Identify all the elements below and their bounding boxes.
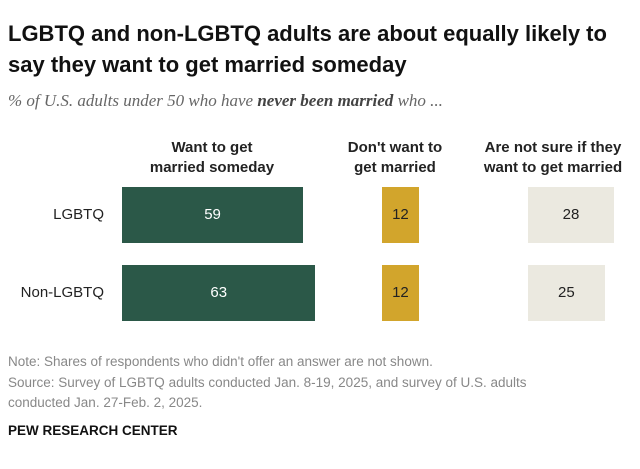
value-label: 63: [210, 284, 228, 301]
chart-title: LGBTQ and non-LGBTQ adults are about equ…: [8, 21, 607, 77]
value-label: 59: [204, 206, 221, 223]
bar: [122, 265, 316, 321]
bar: [382, 265, 419, 321]
value-label: 12: [392, 284, 409, 301]
bar: [382, 187, 419, 243]
note: Note: Shares of respondents who didn't o…: [8, 354, 433, 369]
bar: [528, 265, 605, 321]
footer: PEW RESEARCH CENTER: [8, 423, 178, 438]
value-label: 12: [392, 206, 409, 223]
category-label: Non-LGBTQ: [20, 284, 104, 301]
value-label: 28: [562, 206, 580, 223]
value-label: 25: [558, 284, 575, 301]
column-header: Don't want to get married: [347, 139, 443, 176]
bar: [528, 187, 614, 243]
subtitle-emphasis: never been married: [257, 91, 394, 110]
subtitle-part: % of U.S. adults under 50 who have: [8, 91, 258, 110]
source: Source: Survey of LGBTQ adults conducted…: [8, 375, 527, 410]
bar: [122, 187, 304, 243]
category-label: LGBTQ: [53, 206, 104, 223]
column-header: Are not sure if they want to get married: [483, 139, 623, 176]
column-header: Want to get married someday: [149, 139, 275, 176]
subtitle: % of U.S. adults under 50 who have never…: [8, 91, 443, 111]
subtitle-part: who ...: [393, 91, 443, 110]
